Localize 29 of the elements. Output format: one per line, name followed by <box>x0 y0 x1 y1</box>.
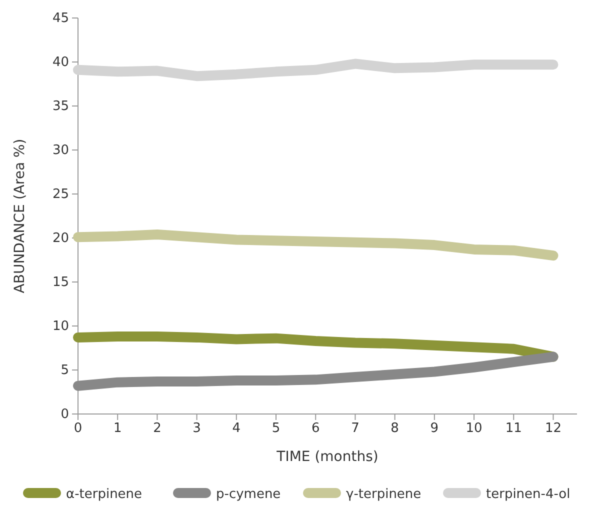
x-tick-label: 1 <box>113 421 122 436</box>
x-tick-label: 0 <box>74 421 82 436</box>
x-tick-label: 10 <box>466 421 482 436</box>
y-axis-title: ABUNDANCE (Area %) <box>12 138 28 294</box>
legend-label: α-terpinene <box>66 487 142 502</box>
y-tick-label: 0 <box>60 407 69 422</box>
legend-label: p-cymene <box>216 487 281 502</box>
x-tick-label: 7 <box>351 421 360 436</box>
legend-label: terpinen-4-ol <box>486 487 570 502</box>
y-tick-label: 25 <box>52 187 69 202</box>
y-tick-label: 30 <box>52 143 69 158</box>
y-tick-label: 35 <box>52 99 69 114</box>
y-tick-label: 45 <box>52 11 69 26</box>
x-tick-label: 11 <box>505 421 522 436</box>
y-tick-label: 15 <box>52 275 69 290</box>
x-tick-label: 8 <box>390 421 399 436</box>
x-tick-label: 5 <box>272 421 280 436</box>
x-tick-label: 12 <box>544 421 562 436</box>
x-tick-label: 3 <box>192 421 201 436</box>
y-tick-label: 20 <box>52 231 69 246</box>
legend-label: γ-terpinene <box>346 487 422 502</box>
x-tick-label: 2 <box>153 421 162 436</box>
y-tick-label: 10 <box>52 319 69 334</box>
y-tick-label: 5 <box>60 363 69 378</box>
x-tick-label: 6 <box>311 421 320 436</box>
x-axis-title: TIME (months) <box>276 449 378 465</box>
x-tick-label: 9 <box>430 421 439 436</box>
y-tick-label: 40 <box>52 55 69 70</box>
x-tick-label: 4 <box>232 421 241 436</box>
